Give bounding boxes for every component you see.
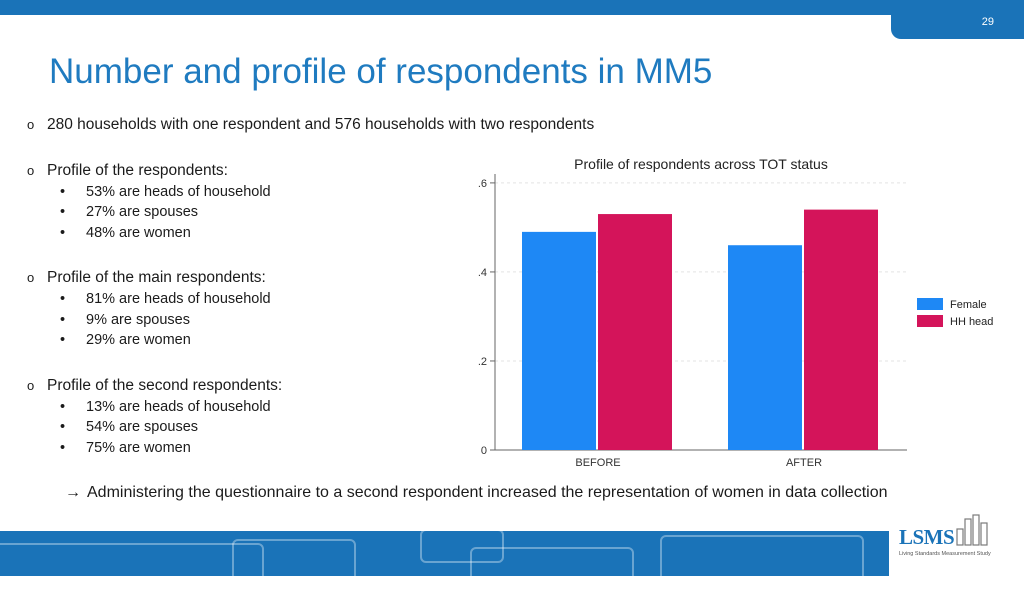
page-number: 29: [981, 16, 994, 28]
bullet-second-text: Profile of the second respondents:: [47, 377, 283, 394]
top-bar: [0, 0, 1024, 15]
logo-subtitle: Living Standards Measurement Study: [899, 551, 991, 557]
legend-swatch: [917, 298, 943, 310]
dot-bullet-icon: •: [60, 204, 66, 220]
y-tick-label: 0: [481, 445, 487, 457]
bullet-second-respondents: o Profile of the second respondents:: [27, 377, 282, 395]
bullet-households-text: 280 households with one respondent and 5…: [47, 116, 595, 133]
sub-bullet: • 13% are heads of household: [60, 399, 271, 415]
bar-hh-head-after: [804, 209, 878, 450]
bullet-households: o 280 households with one respondent and …: [27, 116, 594, 134]
logo-text: LSMS: [899, 525, 955, 549]
dot-bullet-icon: •: [60, 440, 66, 456]
page-title: Number and profile of respondents in MM5: [49, 52, 713, 91]
circle-bullet-icon: o: [27, 378, 35, 393]
sub-bullet-text: 27% are spouses: [86, 204, 199, 220]
sub-bullet-text: 9% are spouses: [86, 312, 190, 328]
conclusion-text-row: → Administering the questionnaire to a se…: [65, 484, 888, 502]
bar-hh-head-before: [598, 214, 672, 450]
sub-bullet-text: 54% are spouses: [86, 419, 199, 435]
chart-title: Profile of respondents across TOT status: [574, 156, 828, 172]
y-tick-label: .2: [478, 356, 487, 368]
y-tick-label: .4: [478, 267, 487, 279]
bar-female-after: [728, 245, 802, 450]
sub-bullet: • 48% are women: [60, 225, 191, 241]
sub-bullet: • 54% are spouses: [60, 419, 198, 435]
circle-bullet-icon: o: [27, 163, 35, 178]
page-number-tab: 29: [891, 0, 1024, 39]
dot-bullet-icon: •: [60, 312, 66, 328]
sub-bullet: • 53% are heads of household: [60, 184, 271, 200]
dot-bullet-icon: •: [60, 419, 66, 435]
sub-bullet-text: 53% are heads of household: [86, 184, 271, 200]
bullet-main-respondents: o Profile of the main respondents:: [27, 269, 266, 287]
sub-bullet-text: 75% are women: [86, 440, 191, 456]
conclusion-text: Administering the questionnaire to a sec…: [87, 484, 888, 501]
y-tick-label: .6: [478, 178, 487, 190]
lsms-logo: LSMS Living Standards Measurement Study: [889, 511, 1024, 576]
sub-bullet: • 81% are heads of household: [60, 291, 271, 307]
arrow-right-icon: →: [65, 484, 81, 501]
bullet-profile: o Profile of the respondents:: [27, 162, 228, 180]
dot-bullet-icon: •: [60, 225, 66, 241]
dot-bullet-icon: •: [60, 332, 66, 348]
dot-bullet-icon: •: [60, 399, 66, 415]
chart-axes: 0 .2 .4 .6 BEFORE AFTER: [478, 174, 907, 469]
bar-female-before: [522, 231, 596, 450]
footer-decoration: [420, 529, 504, 563]
circle-bullet-icon: o: [27, 270, 35, 285]
sub-bullet: • 29% are women: [60, 332, 191, 348]
sub-bullet-text: 48% are women: [86, 225, 191, 241]
sub-bullet-text: 13% are heads of household: [86, 399, 271, 415]
chart-legend: Female HH head: [917, 298, 993, 328]
sub-bullet: • 27% are spouses: [60, 204, 198, 220]
footer-decoration: [0, 543, 264, 587]
footer-decoration: [660, 535, 864, 589]
building-icon: [956, 514, 988, 546]
footer-decoration: [232, 539, 356, 587]
bullet-main-text: Profile of the main respondents:: [47, 269, 266, 286]
x-tick-label: AFTER: [786, 457, 822, 469]
chart-bars: [522, 209, 878, 450]
footer-decoration: [470, 547, 634, 587]
sub-bullet: • 75% are women: [60, 440, 191, 456]
x-tick-label: BEFORE: [575, 457, 620, 469]
dot-bullet-icon: •: [60, 184, 66, 200]
bullet-profile-text: Profile of the respondents:: [47, 162, 228, 179]
footer-bar: [0, 529, 1024, 589]
dot-bullet-icon: •: [60, 291, 66, 307]
sub-bullet-text: 29% are women: [86, 332, 191, 348]
respondent-profile-chart: Profile of respondents across TOT status…: [478, 156, 994, 469]
circle-bullet-icon: o: [27, 117, 35, 132]
legend-label: Female: [950, 299, 987, 311]
legend-label: HH head: [950, 316, 993, 328]
sub-bullet: • 9% are spouses: [60, 312, 190, 328]
sub-bullet-text: 81% are heads of household: [86, 291, 271, 307]
legend-swatch: [917, 315, 943, 327]
